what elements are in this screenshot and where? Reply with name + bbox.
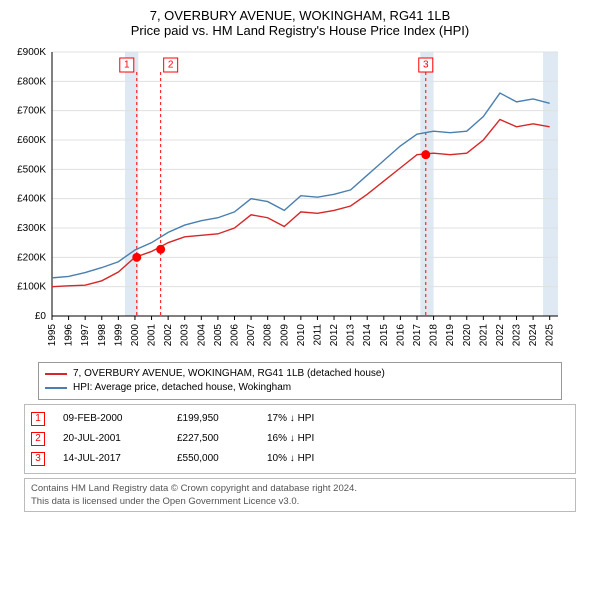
svg-text:2002: 2002 [163, 324, 174, 347]
transaction-date: 20-JUL-2001 [63, 429, 159, 449]
svg-text:£300K: £300K [17, 223, 46, 234]
svg-text:2004: 2004 [196, 324, 207, 347]
svg-text:1997: 1997 [80, 324, 91, 347]
svg-text:2017: 2017 [412, 324, 423, 347]
svg-text:£400K: £400K [17, 194, 46, 205]
transaction-pct: 10% ↓ HPI [267, 449, 357, 469]
svg-text:£200K: £200K [17, 252, 46, 263]
svg-text:2021: 2021 [478, 324, 489, 347]
footer-box: Contains HM Land Registry data © Crown c… [24, 478, 576, 512]
svg-text:2019: 2019 [445, 324, 456, 347]
transaction-price: £199,950 [177, 409, 249, 429]
svg-text:1998: 1998 [97, 324, 108, 347]
transaction-date: 09-FEB-2000 [63, 409, 159, 429]
svg-text:2007: 2007 [246, 324, 257, 347]
svg-text:2008: 2008 [263, 324, 274, 347]
svg-text:2022: 2022 [495, 324, 506, 347]
chart-svg: £0 £100K £200K £300K £400K £500K £600K £700K £80… [8, 46, 568, 356]
svg-text:3: 3 [423, 60, 429, 71]
svg-text:2012: 2012 [329, 324, 340, 347]
container: 7, OVERBURY AVENUE, WOKINGHAM, RG41 1LB … [0, 0, 600, 590]
svg-text:2009: 2009 [279, 324, 290, 347]
svg-text:1: 1 [124, 60, 130, 71]
svg-text:£0: £0 [35, 311, 47, 322]
transaction-marker: 3 [31, 452, 45, 466]
legend-row: HPI: Average price, detached house, Woki… [45, 381, 555, 395]
transaction-marker: 1 [31, 412, 45, 426]
svg-text:£700K: £700K [17, 106, 46, 117]
svg-text:£600K: £600K [17, 135, 46, 146]
transaction-marker: 2 [31, 432, 45, 446]
svg-text:2000: 2000 [130, 324, 141, 347]
svg-text:2014: 2014 [362, 324, 373, 347]
transaction-date: 14-JUL-2017 [63, 449, 159, 469]
transaction-price: £227,500 [177, 429, 249, 449]
svg-text:2: 2 [168, 60, 174, 71]
svg-text:£500K: £500K [17, 164, 46, 175]
svg-text:1995: 1995 [47, 324, 58, 347]
svg-text:2013: 2013 [346, 324, 357, 347]
title-block: 7, OVERBURY AVENUE, WOKINGHAM, RG41 1LB … [0, 0, 600, 38]
chart-area: £0 £100K £200K £300K £400K £500K £600K £700K £80… [8, 46, 592, 356]
svg-text:2018: 2018 [429, 324, 440, 347]
footer-line: Contains HM Land Registry data © Crown c… [31, 482, 569, 495]
legend-box: 7, OVERBURY AVENUE, WOKINGHAM, RG41 1LB … [38, 362, 562, 400]
svg-text:2015: 2015 [379, 324, 390, 347]
svg-text:2006: 2006 [229, 324, 240, 347]
title-address: 7, OVERBURY AVENUE, WOKINGHAM, RG41 1LB [0, 8, 600, 23]
transaction-price: £550,000 [177, 449, 249, 469]
transaction-row: 1 09-FEB-2000 £199,950 17% ↓ HPI [31, 409, 569, 429]
svg-text:1999: 1999 [113, 324, 124, 347]
svg-text:£800K: £800K [17, 76, 46, 87]
svg-text:2024: 2024 [528, 324, 539, 347]
svg-text:2023: 2023 [512, 324, 523, 347]
svg-text:2001: 2001 [147, 324, 158, 347]
svg-text:£900K: £900K [17, 47, 46, 58]
legend-swatch [45, 373, 67, 375]
transaction-row: 2 20-JUL-2001 £227,500 16% ↓ HPI [31, 429, 569, 449]
transaction-pct: 17% ↓ HPI [267, 409, 357, 429]
legend-label: 7, OVERBURY AVENUE, WOKINGHAM, RG41 1LB … [73, 367, 385, 381]
legend-row: 7, OVERBURY AVENUE, WOKINGHAM, RG41 1LB … [45, 367, 555, 381]
svg-text:2016: 2016 [395, 324, 406, 347]
transactions-box: 1 09-FEB-2000 £199,950 17% ↓ HPI 2 20-JU… [24, 404, 576, 474]
svg-text:2025: 2025 [545, 324, 556, 347]
svg-text:1996: 1996 [64, 324, 75, 347]
title-subtitle: Price paid vs. HM Land Registry's House … [0, 23, 600, 38]
svg-text:2003: 2003 [180, 324, 191, 347]
transaction-row: 3 14-JUL-2017 £550,000 10% ↓ HPI [31, 449, 569, 469]
svg-text:2010: 2010 [296, 324, 307, 347]
transaction-pct: 16% ↓ HPI [267, 429, 357, 449]
svg-text:£100K: £100K [17, 282, 46, 293]
svg-text:2005: 2005 [213, 324, 224, 347]
legend-label: HPI: Average price, detached house, Woki… [73, 381, 291, 395]
footer-line: This data is licensed under the Open Gov… [31, 495, 569, 508]
svg-text:2011: 2011 [312, 324, 323, 346]
svg-text:2020: 2020 [462, 324, 473, 347]
legend-swatch [45, 387, 67, 389]
